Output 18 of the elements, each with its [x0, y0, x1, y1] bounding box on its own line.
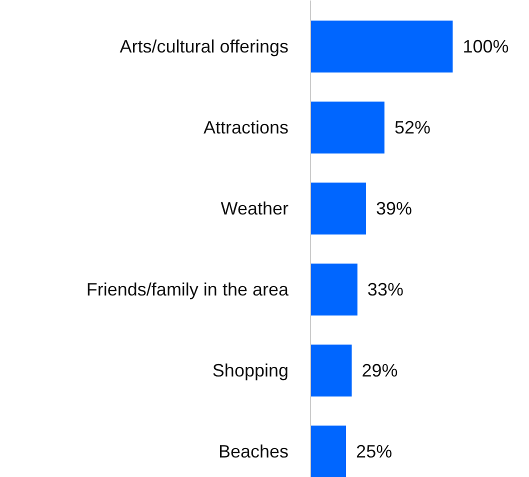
data-label: 33% [367, 280, 404, 300]
data-label: 25% [356, 442, 392, 462]
y-tick-label: Friends/family in the area [86, 280, 290, 300]
bar [310, 102, 384, 154]
bar [310, 20, 453, 72]
bar [310, 182, 366, 234]
data-label: 39% [376, 198, 412, 219]
data-label: 29% [362, 360, 398, 381]
data-label: 52% [394, 118, 430, 138]
y-tick-label: Attractions [203, 118, 289, 138]
y-tick-label: Arts/cultural offerings [120, 36, 289, 57]
y-tick-label: Weather [220, 198, 289, 219]
data-label: 100% [462, 36, 509, 57]
bar [310, 426, 346, 477]
y-tick-label: Shopping [212, 360, 289, 381]
y-tick-label: Beaches [218, 442, 289, 462]
bar [310, 344, 352, 396]
bar [310, 264, 358, 316]
